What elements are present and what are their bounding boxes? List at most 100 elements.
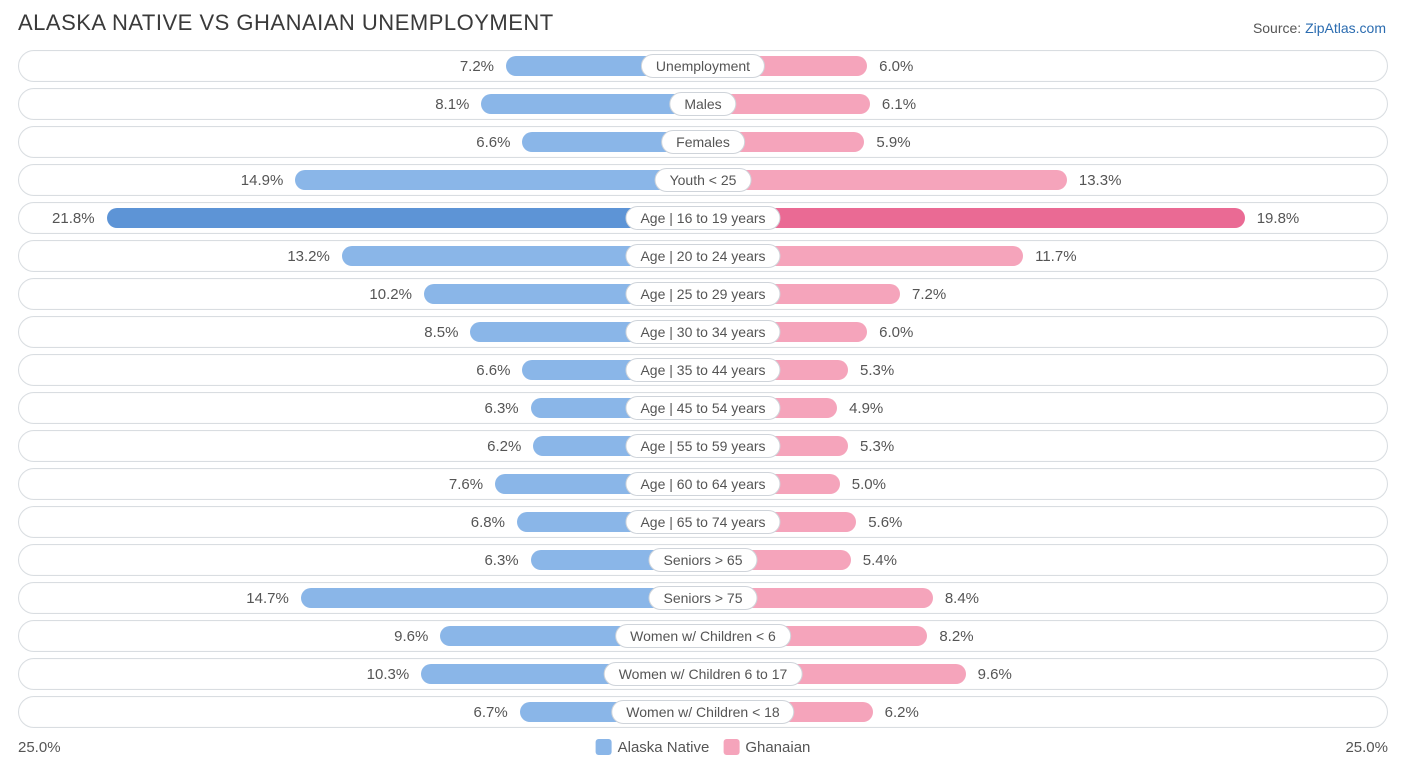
left-value-label: 14.9% xyxy=(235,172,290,189)
row-category-label: Women w/ Children < 18 xyxy=(611,700,794,724)
row-category-label: Unemployment xyxy=(641,54,765,78)
row-left-half: 6.6% xyxy=(19,355,703,385)
row-category-label: Women w/ Children 6 to 17 xyxy=(604,662,803,686)
axis-max-left: 25.0% xyxy=(18,739,61,756)
chart-row: 6.3%5.4%Seniors > 65 xyxy=(18,544,1388,576)
left-value-label: 8.5% xyxy=(418,324,464,341)
row-right-half: 11.7% xyxy=(703,241,1387,271)
right-value-label: 9.6% xyxy=(972,666,1018,683)
right-value-label: 5.6% xyxy=(862,514,908,531)
row-left-half: 10.3% xyxy=(19,659,703,689)
chart-row: 10.3% 9.6% Women w/ Children 6 to 17 xyxy=(18,658,1388,690)
right-value-label: 6.0% xyxy=(873,58,919,75)
left-value-label: 13.2% xyxy=(281,248,336,265)
row-right-half: 5.3% xyxy=(703,431,1387,461)
chart-row: 9.6%8.2%Women w/ Children < 6 xyxy=(18,620,1388,652)
row-right-half: 6.0% xyxy=(703,317,1387,347)
chart-row: 14.7%8.4%Seniors > 75 xyxy=(18,582,1388,614)
row-category-label: Age | 60 to 64 years xyxy=(625,472,780,496)
chart-row: 14.9%13.3%Youth < 25 xyxy=(18,164,1388,196)
chart-row: 6.7%6.2%Women w/ Children < 18 xyxy=(18,696,1388,728)
chart-row: 13.2% 11.7% Age | 20 to 24 years xyxy=(18,240,1388,272)
row-category-label: Age | 16 to 19 years xyxy=(625,206,780,230)
right-bar xyxy=(703,208,1245,228)
row-category-label: Women w/ Children < 6 xyxy=(615,624,791,648)
row-left-half: 14.9% xyxy=(19,165,703,195)
legend-item-left: Alaska Native xyxy=(596,739,710,756)
row-right-half: 8.4% xyxy=(703,583,1387,613)
row-category-label: Age | 45 to 54 years xyxy=(625,396,780,420)
row-category-label: Age | 65 to 74 years xyxy=(625,510,780,534)
row-right-half: 5.0% xyxy=(703,469,1387,499)
left-value-label: 8.1% xyxy=(429,96,475,113)
row-left-half: 7.2% xyxy=(19,51,703,81)
row-right-half: 6.2% xyxy=(703,697,1387,727)
left-value-label: 7.6% xyxy=(443,476,489,493)
left-value-label: 21.8% xyxy=(46,210,101,227)
row-category-label: Age | 55 to 59 years xyxy=(625,434,780,458)
right-value-label: 4.9% xyxy=(843,400,889,417)
chart-footer: 25.0% Alaska Native Ghanaian 25.0% xyxy=(18,734,1388,757)
right-value-label: 5.3% xyxy=(854,438,900,455)
left-value-label: 14.7% xyxy=(240,590,295,607)
chart-row: 6.6% 5.3% Age | 35 to 44 years xyxy=(18,354,1388,386)
left-value-label: 6.6% xyxy=(470,134,516,151)
right-value-label: 5.3% xyxy=(854,362,900,379)
chart-row: 21.8% 19.8% Age | 16 to 19 years xyxy=(18,202,1388,234)
right-value-label: 13.3% xyxy=(1073,172,1128,189)
legend-swatch-left xyxy=(596,739,612,755)
chart-row: 10.2%7.2%Age | 25 to 29 years xyxy=(18,278,1388,310)
right-value-label: 19.8% xyxy=(1251,210,1306,227)
row-left-half: 6.7% xyxy=(19,697,703,727)
left-bar xyxy=(295,170,703,190)
row-right-half: 5.9% xyxy=(703,127,1387,157)
left-value-label: 6.6% xyxy=(470,362,516,379)
legend: Alaska Native Ghanaian xyxy=(596,739,811,756)
row-left-half: 9.6% xyxy=(19,621,703,651)
row-right-half: 5.6% xyxy=(703,507,1387,537)
row-right-half: 9.6% xyxy=(703,659,1387,689)
chart-row: 6.6%5.9%Females xyxy=(18,126,1388,158)
legend-swatch-right xyxy=(723,739,739,755)
row-category-label: Age | 35 to 44 years xyxy=(625,358,780,382)
left-value-label: 6.3% xyxy=(478,400,524,417)
right-value-label: 6.1% xyxy=(876,96,922,113)
left-value-label: 6.2% xyxy=(481,438,527,455)
chart-row: 8.1% 6.1% Males xyxy=(18,88,1388,120)
row-left-half: 8.5% xyxy=(19,317,703,347)
row-category-label: Seniors > 65 xyxy=(649,548,758,572)
source-link[interactable]: ZipAtlas.com xyxy=(1305,20,1386,36)
right-value-label: 5.0% xyxy=(846,476,892,493)
header: ALASKA NATIVE VS GHANAIAN UNEMPLOYMENT S… xyxy=(0,0,1406,50)
row-right-half: 8.2% xyxy=(703,621,1387,651)
right-value-label: 5.9% xyxy=(870,134,916,151)
chart-row: 6.3% 4.9% Age | 45 to 54 years xyxy=(18,392,1388,424)
left-value-label: 7.2% xyxy=(454,58,500,75)
row-right-half: 7.2% xyxy=(703,279,1387,309)
row-left-half: 7.6% xyxy=(19,469,703,499)
row-left-half: 6.2% xyxy=(19,431,703,461)
row-right-half: 6.1% xyxy=(703,89,1387,119)
row-category-label: Males xyxy=(669,92,736,116)
row-right-half: 6.0% xyxy=(703,51,1387,81)
legend-label-right: Ghanaian xyxy=(745,739,810,756)
left-value-label: 10.3% xyxy=(361,666,416,683)
left-bar xyxy=(107,208,703,228)
chart-row: 7.2% 6.0% Unemployment xyxy=(18,50,1388,82)
source-prefix: Source: xyxy=(1253,20,1305,36)
row-left-half: 21.8% xyxy=(19,203,703,233)
axis-max-right: 25.0% xyxy=(1345,739,1388,756)
row-left-half: 10.2% xyxy=(19,279,703,309)
right-value-label: 5.4% xyxy=(857,552,903,569)
left-bar xyxy=(301,588,703,608)
left-value-label: 6.8% xyxy=(465,514,511,531)
source-attribution: Source: ZipAtlas.com xyxy=(1253,20,1386,36)
right-value-label: 11.7% xyxy=(1029,248,1082,265)
row-right-half: 19.8% xyxy=(703,203,1387,233)
legend-item-right: Ghanaian xyxy=(723,739,810,756)
row-category-label: Age | 20 to 24 years xyxy=(625,244,780,268)
row-left-half: 6.3% xyxy=(19,393,703,423)
row-category-label: Age | 25 to 29 years xyxy=(625,282,780,306)
row-left-half: 8.1% xyxy=(19,89,703,119)
row-left-half: 13.2% xyxy=(19,241,703,271)
